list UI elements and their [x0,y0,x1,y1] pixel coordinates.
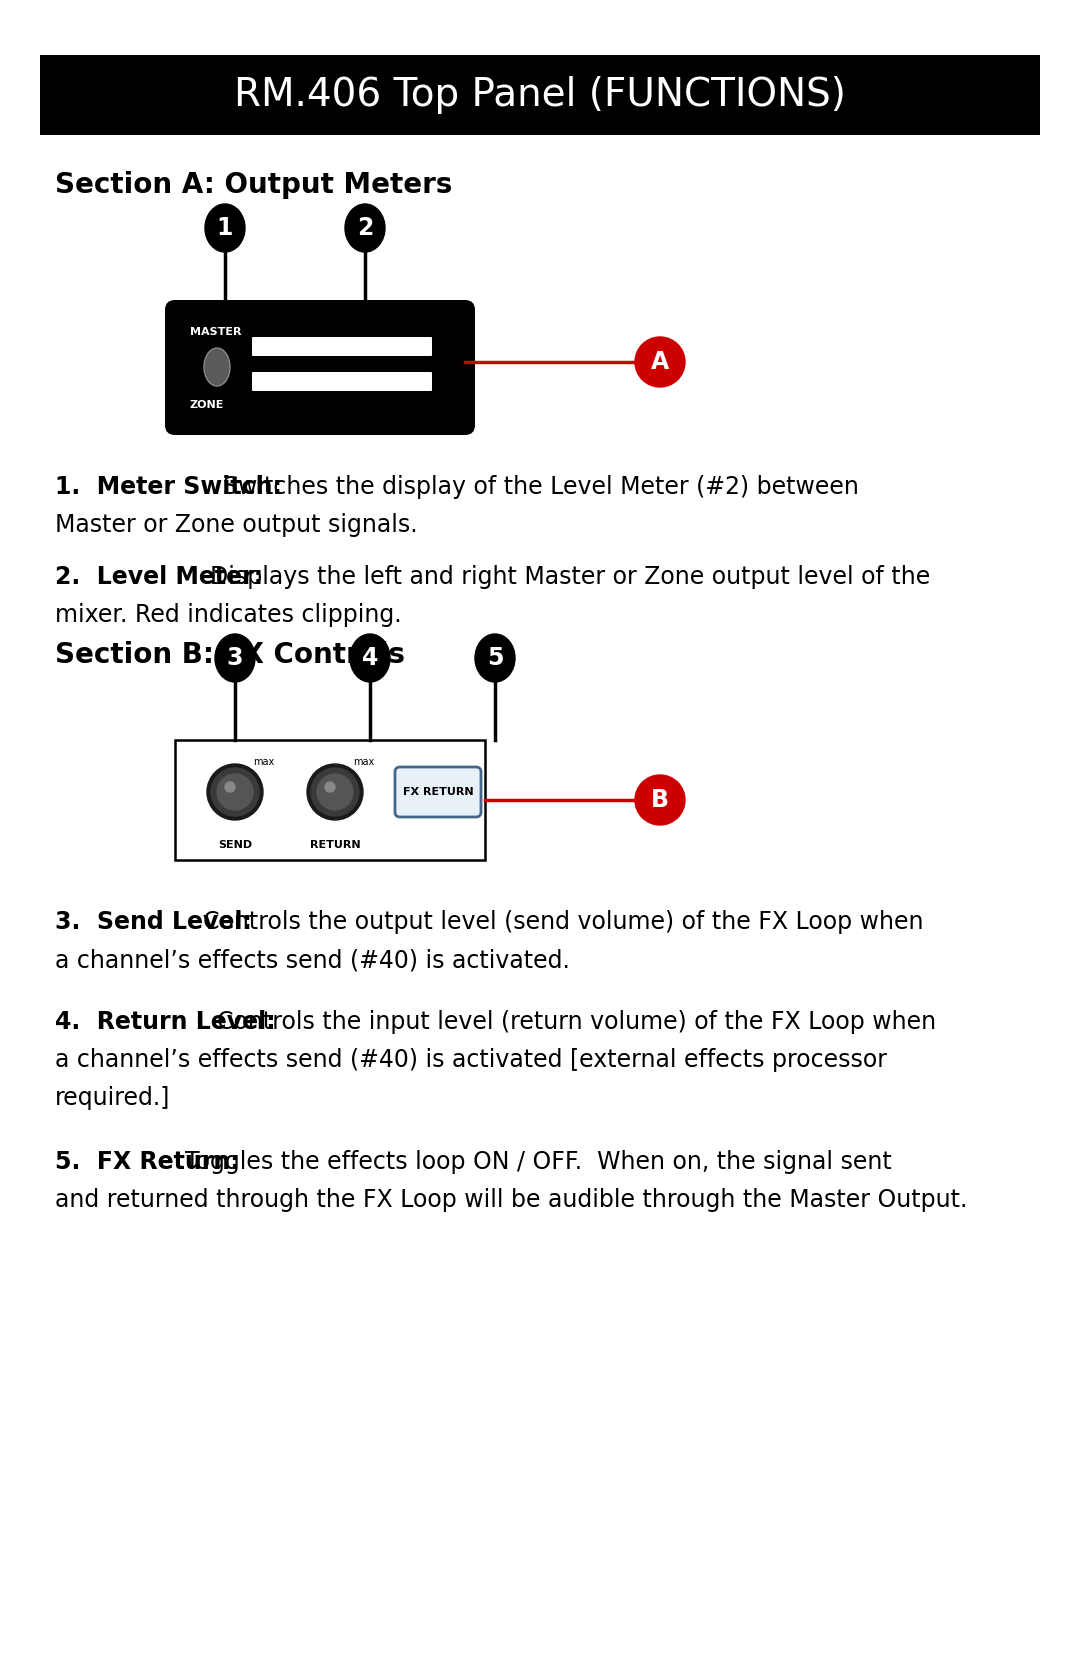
Circle shape [635,774,685,824]
Ellipse shape [350,634,390,683]
Text: ZONE: ZONE [190,401,225,411]
Ellipse shape [345,204,384,252]
FancyBboxPatch shape [252,372,432,391]
Circle shape [635,337,685,387]
Ellipse shape [215,634,255,683]
Circle shape [311,768,359,816]
Circle shape [207,764,264,819]
Text: MASTER: MASTER [190,327,242,337]
Text: 4.  Return Level:: 4. Return Level: [55,1010,275,1035]
Text: 3: 3 [227,646,243,669]
Text: Section B: FX Controls: Section B: FX Controls [55,641,405,669]
Text: Controls the output level (send volume) of the FX Loop when: Controls the output level (send volume) … [203,910,923,935]
Text: RETURN: RETURN [310,840,361,850]
FancyBboxPatch shape [175,739,485,860]
Circle shape [318,774,353,809]
Text: SEND: SEND [218,840,252,850]
Ellipse shape [204,349,230,386]
Circle shape [225,783,235,793]
Text: 5.  FX Return:: 5. FX Return: [55,1150,240,1173]
Text: 2.  Level Meter:: 2. Level Meter: [55,566,264,589]
Text: Master or Zone output signals.: Master or Zone output signals. [55,512,418,537]
Text: required.]: required.] [55,1087,171,1110]
Text: a channel’s effects send (#40) is activated [external effects processor: a channel’s effects send (#40) is activa… [55,1048,887,1071]
Text: Toggles the effects loop ON / OFF.  When on, the signal sent: Toggles the effects loop ON / OFF. When … [185,1150,892,1173]
Text: Controls the input level (return volume) of the FX Loop when: Controls the input level (return volume)… [217,1010,936,1035]
Ellipse shape [205,204,245,252]
Text: RM.406 Top Panel (FUNCTIONS): RM.406 Top Panel (FUNCTIONS) [234,77,846,113]
Circle shape [307,764,363,819]
Circle shape [217,774,253,809]
Text: FX RETURN: FX RETURN [403,788,473,798]
Text: Displays the left and right Master or Zone output level of the: Displays the left and right Master or Zo… [210,566,930,589]
FancyBboxPatch shape [40,55,1040,135]
Text: Section A: Output Meters: Section A: Output Meters [55,170,453,199]
FancyBboxPatch shape [165,300,475,436]
Text: a channel’s effects send (#40) is activated.: a channel’s effects send (#40) is activa… [55,948,570,971]
Text: 2: 2 [356,215,374,240]
Text: A: A [651,350,670,374]
Text: max: max [253,758,274,768]
Circle shape [325,783,335,793]
Text: 3.  Send Level:: 3. Send Level: [55,910,252,935]
FancyBboxPatch shape [252,337,432,355]
Text: max: max [353,758,375,768]
Circle shape [211,768,259,816]
Text: Switches the display of the Level Meter (#2) between: Switches the display of the Level Meter … [222,476,859,499]
FancyBboxPatch shape [395,768,481,818]
Text: B: B [651,788,669,813]
Text: 1: 1 [217,215,233,240]
Text: mixer. Red indicates clipping.: mixer. Red indicates clipping. [55,603,402,628]
Text: and returned through the FX Loop will be audible through the Master Output.: and returned through the FX Loop will be… [55,1188,968,1212]
Text: 4: 4 [362,646,378,669]
Text: 5: 5 [487,646,503,669]
Text: 1.  Meter Switch:: 1. Meter Switch: [55,476,282,499]
Ellipse shape [475,634,515,683]
